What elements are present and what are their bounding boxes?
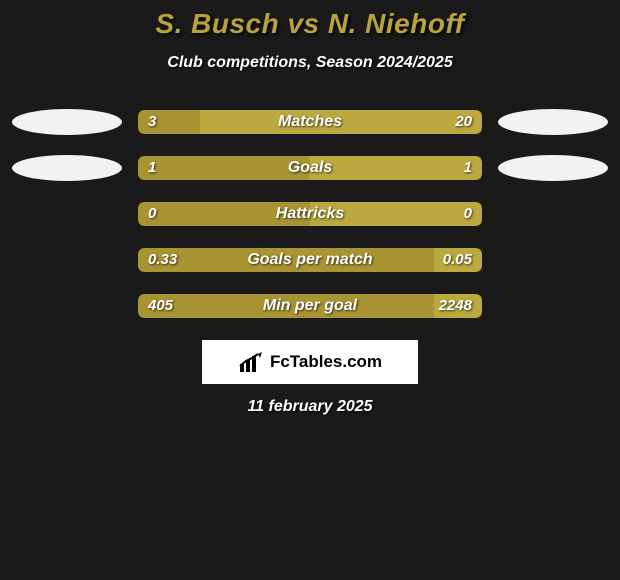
- stat-label: Matches: [278, 110, 342, 134]
- stat-value-right: 1: [464, 156, 472, 180]
- stat-row: 0 Hattricks 0: [0, 202, 620, 226]
- page-title: S. Busch vs N. Niehoff: [0, 8, 620, 40]
- stat-value-right: 20: [455, 110, 472, 134]
- stat-label: Goals: [288, 156, 332, 180]
- flag-left: [12, 109, 122, 135]
- stat-row: 0.33 Goals per match 0.05: [0, 248, 620, 272]
- stat-value-left: 0.33: [148, 248, 177, 272]
- subtitle: Club competitions, Season 2024/2025: [0, 54, 620, 72]
- stat-value-right: 2248: [439, 294, 472, 318]
- stat-label: Goals per match: [247, 248, 372, 272]
- date-label: 11 february 2025: [0, 398, 620, 416]
- bar-right-fill: [310, 156, 482, 180]
- stat-bar: 3 Matches 20: [138, 110, 482, 134]
- stat-bar: 0 Hattricks 0: [138, 202, 482, 226]
- brand-logo[interactable]: FcTables.com: [202, 340, 418, 384]
- stat-value-right: 0.05: [443, 248, 472, 272]
- flag-right: [498, 155, 608, 181]
- stat-value-left: 1: [148, 156, 156, 180]
- flag-left: [12, 155, 122, 181]
- stat-value-left: 0: [148, 202, 156, 226]
- stat-value-left: 3: [148, 110, 156, 134]
- stat-bar: 0.33 Goals per match 0.05: [138, 248, 482, 272]
- stat-label: Hattricks: [276, 202, 344, 226]
- brand-text: FcTables.com: [270, 352, 382, 372]
- bar-left-fill: [138, 156, 310, 180]
- chart-icon: [238, 352, 264, 372]
- stat-value-left: 405: [148, 294, 173, 318]
- stat-label: Min per goal: [263, 294, 357, 318]
- stat-bar: 405 Min per goal 2248: [138, 294, 482, 318]
- stat-value-right: 0: [464, 202, 472, 226]
- stat-row: 405 Min per goal 2248: [0, 294, 620, 318]
- stat-row: 1 Goals 1: [0, 156, 620, 180]
- stat-bar: 1 Goals 1: [138, 156, 482, 180]
- flag-right: [498, 109, 608, 135]
- stat-row: 3 Matches 20: [0, 110, 620, 134]
